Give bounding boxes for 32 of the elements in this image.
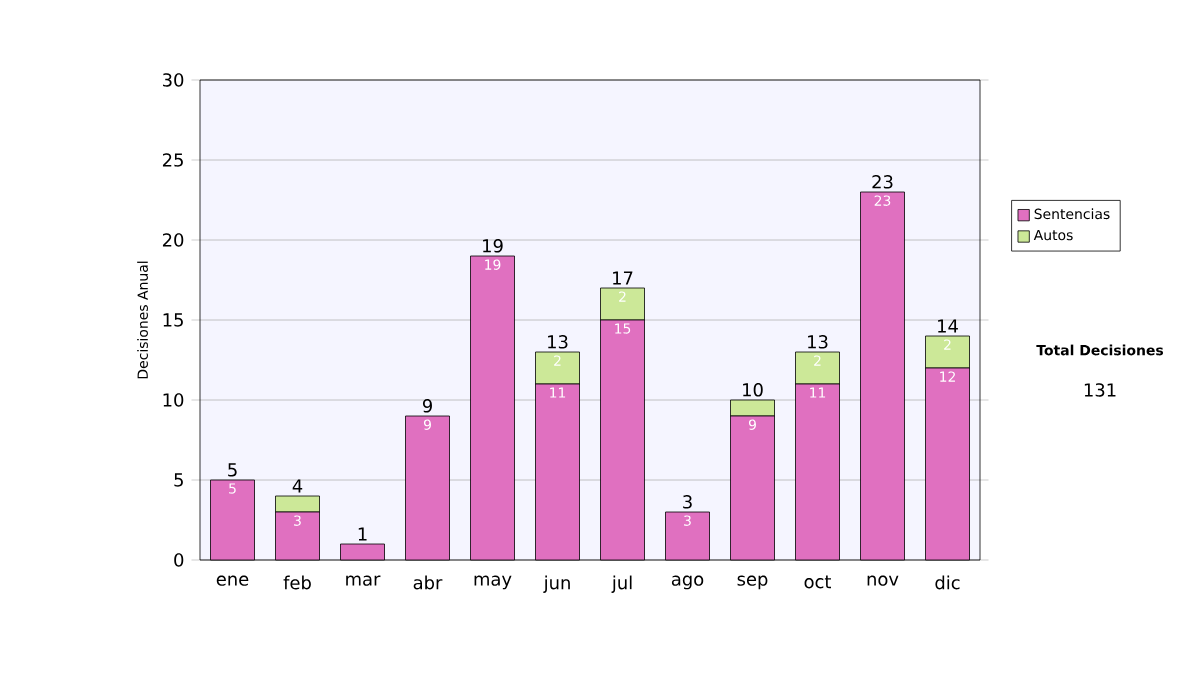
x-tick-label: dic <box>935 575 960 590</box>
y-tick-label: 20 <box>162 233 184 247</box>
y-tick-label: 5 <box>174 473 183 487</box>
x-tick-label: jun <box>543 575 570 593</box>
y-tick-label: 25 <box>162 153 183 167</box>
y-tick-label: 10 <box>163 393 184 407</box>
total-label: 10 <box>743 383 763 397</box>
x-tick-label: mar <box>346 575 381 586</box>
x-tick-label: feb <box>283 575 311 590</box>
total-label: 23 <box>872 175 893 189</box>
x-tick-label: oct <box>804 575 832 589</box>
text: 131 <box>1084 383 1116 397</box>
x-tick-label: nov <box>867 575 899 586</box>
y-tick-label: 15 <box>163 313 183 327</box>
x-tick-label: abr <box>413 575 443 590</box>
total-label: 4 <box>292 479 303 493</box>
total-label: 13 <box>548 335 568 349</box>
total-label: 9 <box>422 399 432 413</box>
x-tick-label: ene <box>216 575 249 586</box>
x-tick-label: ago <box>671 575 704 590</box>
total-label: 3 <box>683 495 692 509</box>
total-label: 1 <box>358 527 367 541</box>
x-tick-label: jul <box>611 575 632 593</box>
x-tick-label: may <box>474 575 512 590</box>
y-tick-label: 0 <box>174 553 184 567</box>
total-label: 14 <box>938 319 958 333</box>
x-tick-label: sep <box>737 575 768 590</box>
y-tick-label: 30 <box>163 73 184 87</box>
total-label: 19 <box>483 239 503 253</box>
total-label: 13 <box>808 335 828 349</box>
total-label: 17 <box>613 271 633 285</box>
total-label: 5 <box>228 463 237 477</box>
